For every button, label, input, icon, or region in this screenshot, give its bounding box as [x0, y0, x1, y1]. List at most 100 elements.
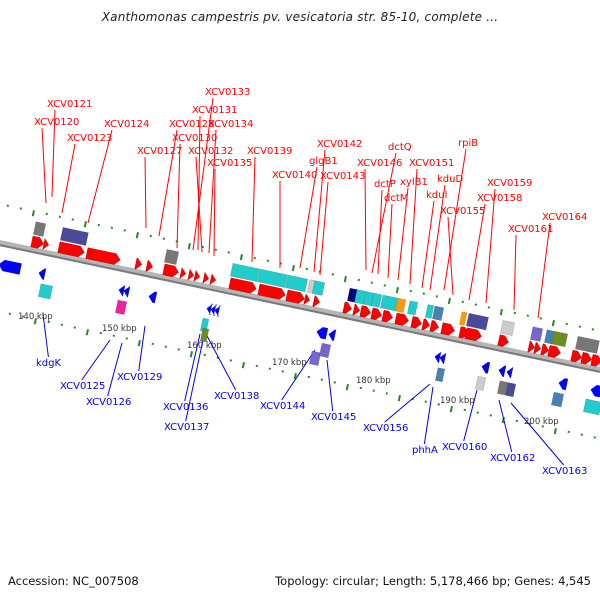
forward-gene-arrow[interactable] — [421, 318, 431, 331]
reverse-gene-arrow[interactable] — [434, 351, 442, 364]
gene-label-xylb1[interactable]: xylB1 — [400, 177, 428, 188]
forward-gene-arrow[interactable] — [352, 303, 361, 316]
forward-gene-arrow[interactable] — [547, 345, 562, 358]
gene-label-xcv0143[interactable]: XCV0143 — [320, 171, 365, 182]
reverse-gene-arrow[interactable] — [481, 361, 491, 374]
gene-label-xcv0145[interactable]: XCV0145 — [311, 412, 356, 423]
gene-label-xcv0124[interactable]: XCV0124 — [104, 119, 149, 130]
forward-gene-arrow[interactable] — [145, 260, 154, 272]
forward-gene-arrow[interactable] — [42, 238, 50, 251]
gene-label-xcv0155[interactable]: XCV0155 — [440, 206, 485, 217]
reverse-gene-arrow[interactable] — [38, 268, 47, 280]
gene-label-xcv0138[interactable]: XCV0138 — [214, 391, 259, 402]
forward-gene-arrow[interactable] — [440, 322, 456, 336]
forward-gene-arrow[interactable] — [134, 257, 143, 270]
gene-label-glgb1[interactable]: glgB1 — [309, 156, 338, 167]
gene-label-xcv0140[interactable]: XCV0140 — [272, 170, 317, 181]
forward-gene-arrow[interactable] — [312, 295, 321, 308]
gene-label-xcv0160[interactable]: XCV0160 — [442, 442, 487, 453]
gene-label-xcv0134[interactable]: XCV0134 — [208, 119, 253, 130]
forward-gene-arrow[interactable] — [394, 312, 410, 326]
reverse-gene-arrow[interactable] — [439, 352, 447, 365]
gene-label-xcv0159[interactable]: XCV0159 — [487, 178, 532, 189]
forward-gene-arrow[interactable] — [527, 340, 536, 353]
gene-label-xcv0133[interactable]: XCV0133 — [205, 87, 250, 98]
gene-label-xcv0125[interactable]: XCV0125 — [60, 381, 105, 392]
backbone-line — [0, 240, 600, 373]
forward-gene-arrow[interactable] — [590, 354, 600, 367]
reverse-gene-arrow[interactable] — [316, 326, 329, 340]
gene-label-xcv0162[interactable]: XCV0162 — [490, 453, 535, 464]
gene-label-xcv0137[interactable]: XCV0137 — [164, 422, 209, 433]
tick-mark-upper — [539, 317, 542, 320]
forward-gene-arrow[interactable] — [209, 273, 217, 286]
gene-label-kdud[interactable]: kduD — [437, 174, 463, 185]
gene-label-xcv0123[interactable]: XCV0123 — [67, 133, 112, 144]
forward-gene-arrow[interactable] — [370, 307, 383, 321]
gene-label-xcv0136[interactable]: XCV0136 — [163, 402, 208, 413]
gene-label-xcv0163[interactable]: XCV0163 — [542, 466, 587, 477]
forward-gene-arrow[interactable] — [359, 305, 372, 319]
gene-label-kdui[interactable]: kduI — [426, 190, 447, 201]
forward-gene-arrow[interactable] — [410, 316, 423, 329]
forward-gene-arrow[interactable] — [57, 241, 86, 258]
forward-gene-arrow[interactable] — [540, 343, 550, 356]
gene-label-xcv0121[interactable]: XCV0121 — [47, 99, 92, 110]
gene-label-xcv0158[interactable]: XCV0158 — [477, 193, 522, 204]
gene-label-xcv0161[interactable]: XCV0161 — [508, 224, 553, 235]
gene-label-rpib[interactable]: rpiB — [458, 138, 478, 149]
gene-label-xcv0128[interactable]: XCV0128 — [169, 119, 214, 130]
forward-gene-arrow[interactable] — [533, 342, 542, 354]
gene-label-xcv0120[interactable]: XCV0120 — [34, 117, 79, 128]
gene-label-xcv0131[interactable]: XCV0131 — [192, 105, 237, 116]
gene-label-xcv0164[interactable]: XCV0164 — [542, 212, 587, 223]
forward-gene-arrow[interactable] — [179, 267, 187, 280]
reverse-gene-arrow[interactable] — [118, 284, 126, 297]
tick-mark-upper — [266, 259, 269, 262]
forward-gene-arrow[interactable] — [464, 327, 483, 342]
gene-label-dctm[interactable]: dctM — [384, 193, 408, 204]
forward-gene-arrow[interactable] — [429, 320, 440, 332]
gene-label-xcv0132[interactable]: XCV0132 — [188, 146, 233, 157]
gene-label-xcv0130[interactable]: XCV0130 — [172, 133, 217, 144]
forward-gene-arrow[interactable] — [162, 263, 180, 278]
gene-label-xcv0129[interactable]: XCV0129 — [117, 372, 162, 383]
gene-label-xcv0156[interactable]: XCV0156 — [363, 423, 408, 434]
forward-gene-arrow[interactable] — [202, 271, 210, 284]
forward-gene-arrow[interactable] — [228, 277, 258, 294]
forward-gene-arrow[interactable] — [580, 352, 593, 365]
gene-label-dctq[interactable]: dctQ — [388, 142, 412, 153]
gene-label-xcv0127[interactable]: XCV0127 — [137, 146, 182, 157]
gene-label-xcv0151[interactable]: XCV0151 — [409, 158, 454, 169]
forward-gene-arrow[interactable] — [187, 268, 195, 281]
forward-gene-arrow[interactable] — [570, 349, 583, 363]
forward-gene-arrow[interactable] — [342, 301, 353, 314]
reverse-gene-arrow[interactable] — [498, 365, 507, 377]
forward-gene-arrow[interactable] — [303, 293, 311, 306]
forward-gene-arrow[interactable] — [285, 289, 306, 304]
forward-gene-arrow[interactable] — [381, 310, 394, 323]
forward-gene-arrow[interactable] — [30, 235, 45, 249]
forward-gene-arrow[interactable] — [497, 334, 510, 348]
reverse-gene-arrow[interactable] — [214, 305, 222, 317]
reverse-gene-arrow[interactable] — [328, 329, 337, 342]
gene-label-xcv0144[interactable]: XCV0144 — [260, 401, 305, 412]
forward-gene-arrow[interactable] — [193, 269, 201, 283]
reverse-gene-arrow[interactable] — [506, 366, 514, 379]
gene-label-xcv0142[interactable]: XCV0142 — [317, 139, 362, 150]
reverse-gene-arrow[interactable] — [123, 286, 131, 298]
gene-label-dctp[interactable]: dctP — [374, 179, 396, 190]
reverse-gene-arrow[interactable] — [590, 384, 600, 398]
gene-label-phha[interactable]: phhA — [412, 445, 438, 456]
forward-gene-arrow[interactable] — [85, 247, 122, 266]
gene-label-xcv0146[interactable]: XCV0146 — [357, 158, 402, 169]
reverse-gene-arrow[interactable] — [0, 259, 22, 275]
reverse-gene-arrow[interactable] — [148, 291, 158, 304]
gene-label-kdgk[interactable]: kdgK — [36, 358, 61, 369]
forward-gene-arrow[interactable] — [257, 283, 287, 300]
gene-label-xcv0139[interactable]: XCV0139 — [247, 146, 292, 157]
reverse-gene-arrow[interactable] — [558, 377, 569, 391]
gene-label-xcv0135[interactable]: XCV0135 — [207, 158, 252, 169]
gene-label-xcv0126[interactable]: XCV0126 — [86, 397, 131, 408]
